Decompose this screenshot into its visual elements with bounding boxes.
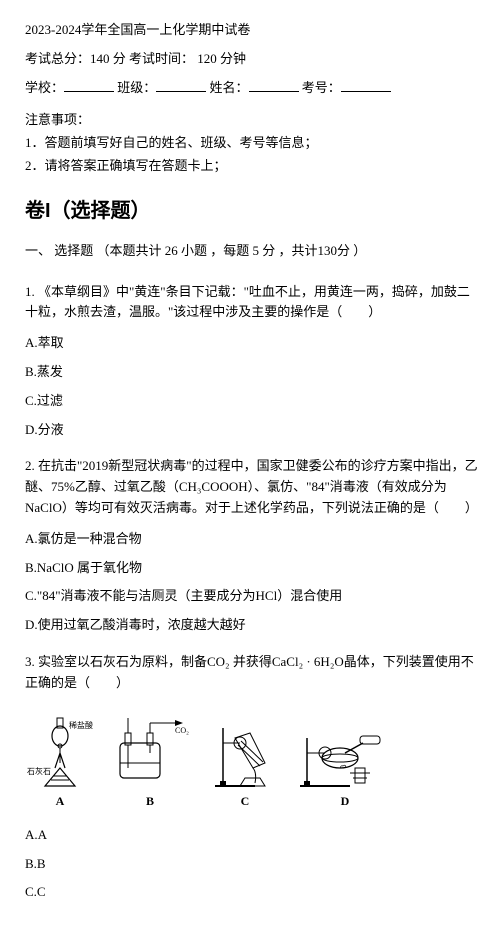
name-blank	[249, 79, 299, 92]
q3-diagram-row: 稀盐酸 石灰石 A CO₂ B	[25, 708, 479, 811]
notice-item-1: 1．答题前填写好自己的姓名、班级、考号等信息；	[25, 133, 479, 154]
question-1: 1. 《本草纲目》中"黄连"条目下记载："吐血不止，用黄连一两，捣碎，加鼓二十粒…	[25, 282, 479, 324]
apparatus-B-icon: CO₂	[105, 708, 195, 788]
fillin-line: 学校： 班级： 姓名： 考号：	[25, 78, 479, 99]
school-label: 学校：	[25, 80, 64, 95]
q1-optD: D.分液	[25, 420, 479, 441]
q1-optA: A.萃取	[25, 333, 479, 354]
q3-optA: A.A	[25, 825, 479, 846]
q2-optC: C."84"消毒液不能与洁厕灵（主要成分为HCl）混合使用	[25, 586, 479, 607]
diagram-A-label: A	[25, 792, 95, 811]
apparatus-A-icon: 稀盐酸 石灰石	[25, 708, 95, 788]
q2-stem: 2. 在抗击"2019新型冠状病毒"的过程中，国家卫健委公布的诊疗方案中指出，乙…	[25, 456, 479, 518]
q3-optB: B.B	[25, 854, 479, 875]
total-score-label: 考试总分：	[25, 51, 90, 66]
q2-optA: A.氯仿是一种混合物	[25, 529, 479, 550]
number-label: 考号：	[302, 80, 341, 95]
diagram-A-text1: 稀盐酸	[69, 720, 93, 730]
apparatus-C-icon	[205, 708, 285, 788]
q3-stem: 3. 实验室以石灰石为原料，制备CO₂ 并获得CaCl₂ · 6H₂O晶体，下列…	[25, 652, 479, 694]
diagram-B: CO₂ B	[105, 708, 195, 811]
diagram-C-label: C	[205, 792, 285, 811]
name-label: 姓名：	[210, 80, 249, 95]
diagram-B-label: B	[105, 792, 195, 811]
diagram-A-text2: 石灰石	[27, 766, 51, 776]
notice-title: 注意事项：	[25, 110, 479, 131]
score-time-line: 考试总分：140 分 考试时间： 120 分钟	[25, 49, 479, 70]
volume-title: 卷I（选择题）	[25, 195, 479, 227]
q1-stem: 1. 《本草纲目》中"黄连"条目下记载："吐血不止，用黄连一两，捣碎，加鼓二十粒…	[25, 282, 479, 324]
time-label: 考试时间：	[129, 51, 194, 66]
class-blank	[156, 79, 206, 92]
notice-item-2: 2．请将答案正确填写在答题卡上；	[25, 156, 479, 177]
q2-optD: D.使用过氧乙酸消毒时，浓度越大越好	[25, 615, 479, 636]
class-label: 班级：	[117, 80, 156, 95]
q1-optB: B.蒸发	[25, 362, 479, 383]
q2-optB: B.NaClO 属于氧化物	[25, 558, 479, 579]
diagram-D: D	[295, 708, 395, 811]
q1-optC: C.过滤	[25, 391, 479, 412]
exam-title: 2023-2024学年全国高一上化学期中试卷	[25, 20, 479, 41]
q3-optC: C.C	[25, 882, 479, 903]
section-title: 一、 选择题 （本题共计 26 小题 ，每题 5 分 ，共计130分 ）	[25, 241, 479, 262]
question-2: 2. 在抗击"2019新型冠状病毒"的过程中，国家卫健委公布的诊疗方案中指出，乙…	[25, 456, 479, 518]
school-blank	[64, 79, 114, 92]
question-3: 3. 实验室以石灰石为原料，制备CO₂ 并获得CaCl₂ · 6H₂O晶体，下列…	[25, 652, 479, 694]
diagram-A: 稀盐酸 石灰石 A	[25, 708, 95, 811]
total-score: 140 分	[90, 51, 126, 66]
diagram-D-label: D	[295, 792, 395, 811]
number-blank	[341, 79, 391, 92]
exam-time: 120 分钟	[194, 51, 246, 66]
diagram-C: C	[205, 708, 285, 811]
diagram-B-text: CO₂	[175, 726, 189, 735]
apparatus-D-icon	[295, 708, 395, 788]
